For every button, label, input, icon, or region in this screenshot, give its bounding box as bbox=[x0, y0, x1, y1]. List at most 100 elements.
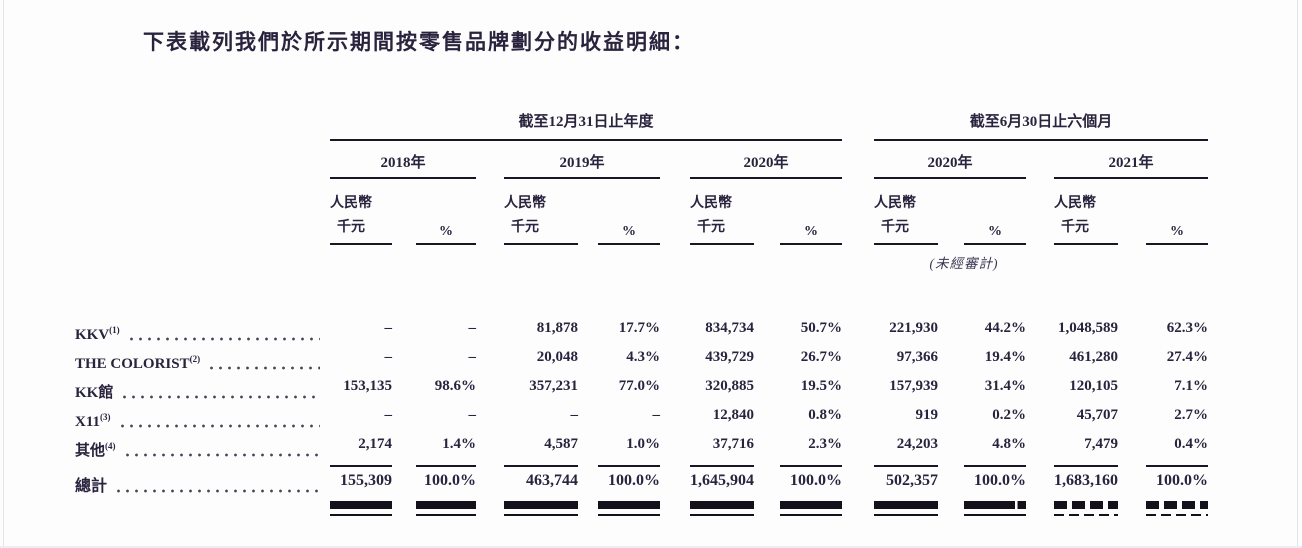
subheader-currency-line1: 人民幣 bbox=[1054, 196, 1096, 211]
note-row: (未經審計) bbox=[75, 252, 1208, 272]
rule-col bbox=[964, 243, 1026, 245]
cell-value: 4.8% bbox=[992, 436, 1026, 452]
rule-col bbox=[504, 243, 578, 245]
cell-value: 45,707 bbox=[1076, 407, 1118, 423]
rule-col bbox=[690, 243, 754, 245]
group-header-interim: 截至6月30日止六個月 bbox=[969, 114, 1113, 130]
rule-col bbox=[416, 243, 476, 245]
year-header-row: 2018年 2019年 2020年 2020年 2021年 bbox=[75, 151, 1208, 172]
table-row: KKV(1) – – 81,878 17.7% 834,734 50.7% 22… bbox=[75, 320, 1208, 344]
subheader-currency-line1: 人民幣 bbox=[330, 196, 372, 211]
rule-col bbox=[690, 465, 754, 467]
total-double-rule-thin bbox=[75, 514, 1208, 516]
cell-value: 62.3% bbox=[1166, 320, 1208, 336]
rule-col bbox=[598, 465, 660, 467]
dot-leaders bbox=[210, 366, 320, 370]
total-value: 463,744 bbox=[526, 472, 578, 489]
cell-value: 1,048,589 bbox=[1058, 320, 1118, 336]
rule-year-2020 bbox=[690, 177, 842, 179]
total-value: 100.0% bbox=[1156, 472, 1208, 489]
rule-col bbox=[330, 465, 392, 467]
total-line bbox=[964, 514, 1026, 516]
dot-leaders bbox=[120, 424, 320, 428]
cell-value: 834,734 bbox=[705, 320, 754, 336]
rule-year-2019 bbox=[504, 177, 660, 179]
cell-value: 24,203 bbox=[896, 436, 938, 452]
dot-leaders bbox=[117, 489, 320, 493]
total-bar bbox=[690, 501, 754, 509]
subheader-currency: 人民幣 千元 bbox=[1054, 186, 1118, 240]
total-bar bbox=[874, 501, 938, 509]
cell-value: – bbox=[652, 407, 661, 423]
year-2020-h1: 2020年 bbox=[927, 155, 973, 171]
rule-col bbox=[598, 243, 660, 245]
total-value: 100.0% bbox=[790, 472, 842, 489]
rule-col bbox=[330, 243, 392, 245]
cell-value: 1.0% bbox=[626, 436, 660, 452]
cell-value: 44.2% bbox=[984, 320, 1026, 336]
row-label: THE COLORIST(2) bbox=[75, 349, 330, 373]
total-value: 502,357 bbox=[886, 472, 938, 489]
footnote-sup: (1) bbox=[109, 325, 120, 335]
total-bar-watermarked bbox=[1054, 501, 1118, 509]
subheader-percent: % bbox=[439, 224, 453, 239]
table-row: X11(3) – – – – 12,840 0.8% 919 0.2% 45,7… bbox=[75, 407, 1208, 431]
rule-col bbox=[1146, 243, 1208, 245]
cell-value: 4,587 bbox=[544, 436, 578, 452]
row-label: 其他(4) bbox=[75, 436, 330, 460]
rule-col bbox=[1054, 465, 1118, 467]
cell-value: 357,231 bbox=[529, 378, 578, 394]
cell-value: 120,105 bbox=[1069, 378, 1118, 394]
cell-value: 2.3% bbox=[808, 436, 842, 452]
cell-value: 4.3% bbox=[626, 349, 660, 365]
subheader-currency-line1: 人民幣 bbox=[504, 196, 546, 211]
total-line bbox=[690, 514, 754, 516]
rule-group-interim bbox=[874, 139, 1208, 141]
cell-value: 320,885 bbox=[705, 378, 754, 394]
subheader-currency-line1: 人民幣 bbox=[874, 196, 916, 211]
cell-value: 37,716 bbox=[712, 436, 754, 452]
row-label: KKV(1) bbox=[75, 320, 330, 344]
cell-value: 439,729 bbox=[705, 349, 754, 365]
subheader-currency-line2: 千元 bbox=[697, 220, 725, 235]
brand-name: THE COLORIST bbox=[75, 356, 190, 372]
subheader-currency-line2: 千元 bbox=[881, 220, 909, 235]
total-value: 1,683,160 bbox=[1054, 472, 1118, 489]
table-row: KK館 153,135 98.6% 357,231 77.0% 320,885 … bbox=[75, 378, 1208, 402]
cell-value: 31.4% bbox=[984, 378, 1026, 394]
rule-col bbox=[1146, 465, 1208, 467]
total-line bbox=[780, 514, 842, 516]
total-line-watermarked bbox=[1054, 514, 1118, 516]
total-value: 100.0% bbox=[974, 472, 1026, 489]
total-line-watermarked bbox=[1146, 514, 1208, 516]
cell-value: – bbox=[468, 407, 477, 423]
rule-year-2021-h1 bbox=[1054, 177, 1208, 179]
cell-value: – bbox=[468, 349, 477, 365]
cell-value: – bbox=[468, 320, 477, 336]
group-rule-row bbox=[75, 139, 1208, 141]
total-double-rule-thick bbox=[75, 501, 1208, 509]
subheader-currency-line1: 人民幣 bbox=[690, 196, 732, 211]
cell-value: 0.8% bbox=[808, 407, 842, 423]
subheader-percent: % bbox=[1170, 224, 1184, 239]
cell-value: 81,878 bbox=[536, 320, 578, 336]
rule-col bbox=[504, 465, 578, 467]
total-line bbox=[330, 514, 392, 516]
pre-total-rule-row bbox=[75, 465, 1208, 467]
total-line bbox=[598, 514, 660, 516]
year-2019: 2019年 bbox=[559, 155, 605, 171]
subheader-currency: 人民幣 千元 bbox=[330, 186, 392, 240]
page-edge-bottom bbox=[0, 546, 1302, 548]
table-row: 其他(4) 2,174 1.4% 4,587 1.0% 37,716 2.3% … bbox=[75, 436, 1208, 460]
page-edge-left bbox=[3, 0, 4, 548]
total-line bbox=[504, 514, 578, 516]
total-bar bbox=[780, 501, 842, 509]
cell-value: 26.7% bbox=[800, 349, 842, 365]
subheader-currency-line2: 千元 bbox=[511, 220, 539, 235]
rule-col bbox=[416, 465, 476, 467]
cell-value: 221,930 bbox=[889, 320, 938, 336]
cell-value: 27.4% bbox=[1166, 349, 1208, 365]
unaudited-note: (未經審計) bbox=[929, 256, 999, 271]
table-row: THE COLORIST(2) – – 20,048 4.3% 439,729 … bbox=[75, 349, 1208, 373]
